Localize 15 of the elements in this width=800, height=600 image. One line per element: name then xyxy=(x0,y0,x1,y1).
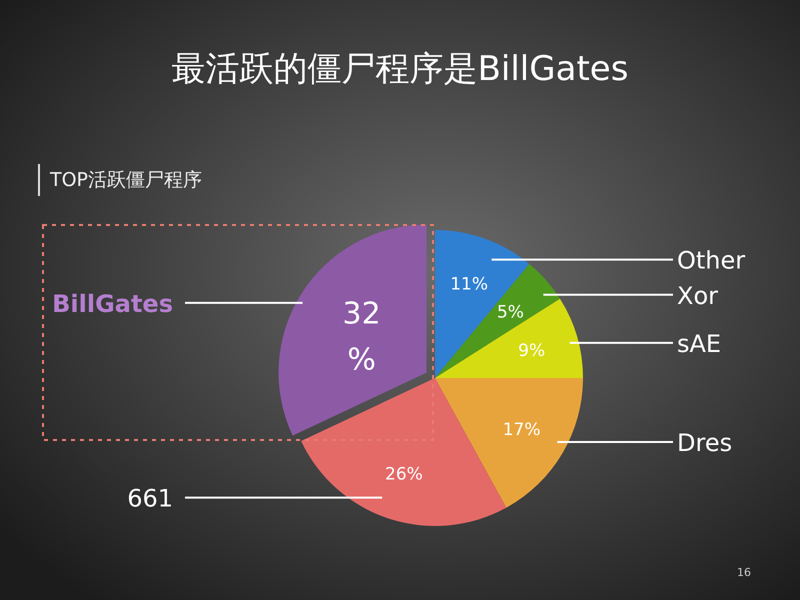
text: 16 xyxy=(737,566,751,579)
slice-label: 661 xyxy=(127,484,173,513)
slice-label: BillGates xyxy=(52,290,173,318)
slice-label: Dres xyxy=(677,429,732,458)
data-label: 5% xyxy=(497,302,524,322)
data-label: 17% xyxy=(502,420,541,440)
data-label: 11% xyxy=(450,274,488,294)
data-label: 26% xyxy=(385,464,423,485)
chart-title: 最活跃的僵尸程序是BillGates xyxy=(172,49,628,89)
data-label: 32% xyxy=(342,296,381,378)
chart-subtitle: TOP活跃僵尸程序 xyxy=(49,169,202,191)
slice-label: Other xyxy=(677,246,746,275)
slice-label: sAE xyxy=(677,330,722,358)
data-label: 9% xyxy=(518,340,546,361)
slice-label: Xor xyxy=(677,282,718,310)
